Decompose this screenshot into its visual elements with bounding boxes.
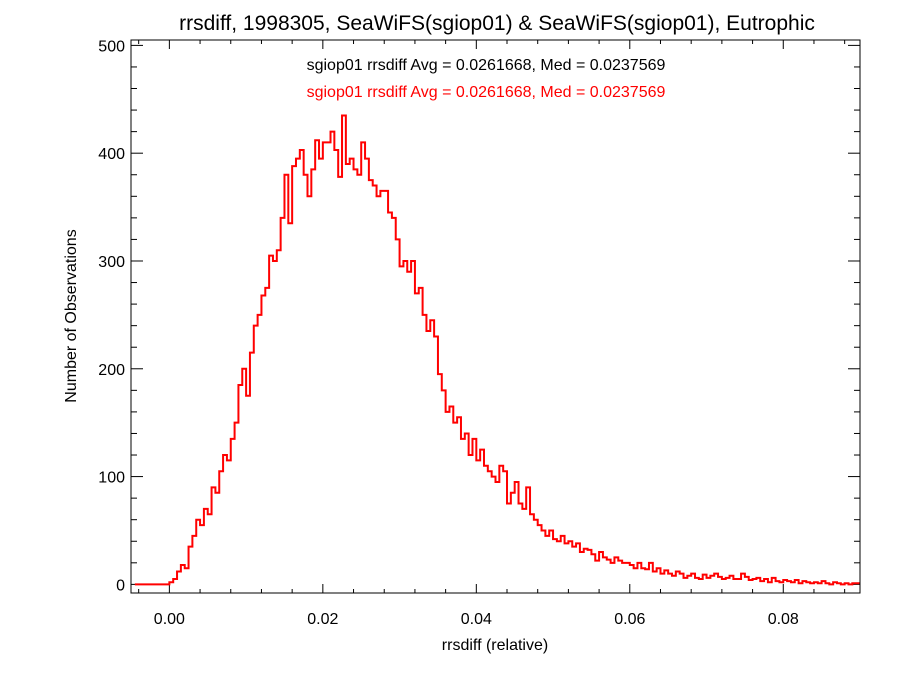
x-tick-label: 0.02 bbox=[307, 611, 338, 628]
x-tick-label: 0.06 bbox=[614, 611, 645, 628]
chart-title: rrsdiff, 1998305, SeaWiFS(sgiop01) & Sea… bbox=[179, 12, 815, 35]
y-tick-label: 300 bbox=[98, 254, 125, 271]
y-tick-label: 0 bbox=[116, 577, 125, 594]
y-tick-label: 400 bbox=[98, 146, 125, 163]
annotation-line-1: sgiop01 rrsdiff Avg = 0.0261668, Med = 0… bbox=[307, 57, 666, 74]
plot-frame bbox=[130, 39, 861, 594]
x-tick-label: 0.00 bbox=[154, 611, 185, 628]
x-axis-label: rrsdiff (relative) bbox=[442, 637, 548, 654]
annotation-line-2: sgiop01 rrsdiff Avg = 0.0261668, Med = 0… bbox=[307, 84, 666, 101]
x-tick-label: 0.04 bbox=[461, 611, 492, 628]
y-tick-label: 100 bbox=[98, 470, 125, 487]
y-tick-label: 200 bbox=[98, 362, 125, 379]
y-axis-label: Number of Observations bbox=[63, 229, 80, 402]
series-layer bbox=[134, 114, 860, 586]
x-tick-label: 0.08 bbox=[768, 611, 799, 628]
series-0-step-line bbox=[134, 114, 860, 586]
axis-ticks: 0.00 0.02 0.04 0.06 0.08 0 100 200 300 400 500 bbox=[98, 38, 860, 628]
y-tick-label: 500 bbox=[98, 38, 125, 55]
